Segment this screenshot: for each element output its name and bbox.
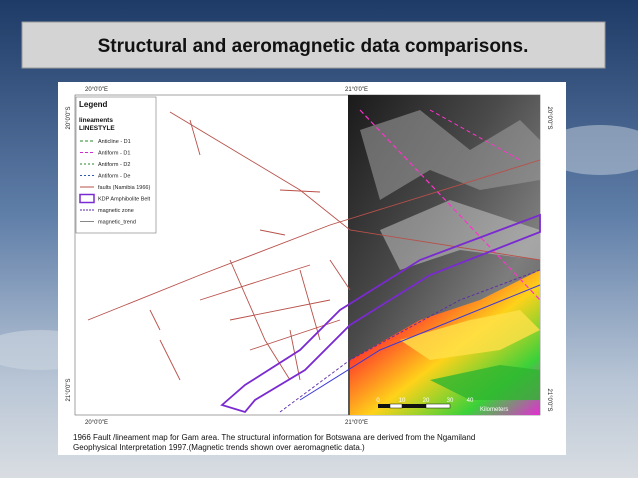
legend-item: magnetic zone — [98, 208, 134, 214]
coord-label: 20°0'0"E — [85, 87, 108, 93]
legend-title: Legend — [79, 100, 108, 109]
scale-unit: Kilometers — [480, 407, 508, 413]
legend-item: Antiform - De — [98, 174, 130, 180]
legend-swatch — [79, 193, 95, 204]
scale-tick: 0 — [376, 398, 380, 404]
scale-tick: 10 — [399, 398, 406, 404]
coord-label: 21°0'0"S — [546, 388, 552, 411]
coord-label: 20°0'0"S — [546, 106, 552, 129]
legend-item: Anticline - D1 — [98, 139, 131, 145]
legend-item: Antiform - D2 — [98, 162, 130, 168]
legend: Legend lineaments LINESTYLE Anticline - … — [75, 96, 157, 234]
scale-tick: 40 — [467, 398, 474, 404]
scale-tick: 30 — [447, 398, 454, 404]
slide-title: Structural and aeromagnetic data compari… — [98, 36, 529, 57]
scale-bar: 0 10 20 30 40 Kilometers — [376, 398, 508, 413]
coord-label: 20°0'0"S — [66, 106, 72, 129]
magnetic-zone — [279, 269, 541, 413]
legend-item: magnetic_trend — [98, 220, 136, 226]
scale-tick: 20 — [423, 398, 430, 404]
caption-line: Geophysical Interpretation 1997.(Magneti… — [73, 443, 365, 452]
caption-line: 1966 Fault /lineament map for Gam area. … — [73, 433, 475, 442]
legend-item: faults (Namibia 1966) — [98, 185, 150, 191]
legend-group: lineaments — [79, 117, 113, 124]
legend-item: Antiform - D1 — [98, 151, 130, 157]
legend-item: KDP Amphibolite Belt — [98, 197, 151, 203]
coord-label: 20°0'0"E — [85, 420, 108, 426]
legend-subgroup: LINESTYLE — [79, 125, 115, 132]
aeromagnetic-image — [348, 95, 540, 415]
amphibolite-belt — [220, 213, 541, 414]
coord-label: 21°0'0"E — [345, 87, 368, 93]
coord-label: 21°0'0"E — [345, 420, 368, 426]
title-bar — [21, 21, 606, 69]
magnetic-trend — [299, 284, 541, 401]
coord-label: 21°0'0"S — [66, 378, 72, 401]
